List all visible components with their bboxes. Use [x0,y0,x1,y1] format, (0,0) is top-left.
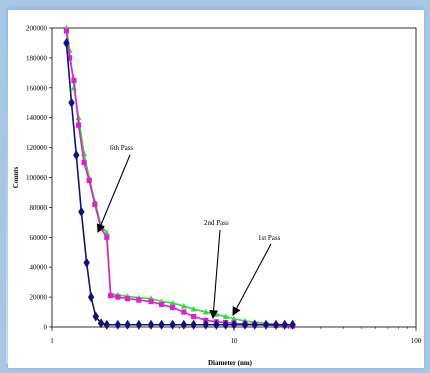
y-tick-label: 60000 [30,234,48,242]
x-tick-label: 1 [50,337,54,345]
data-point [115,294,121,300]
series-layer [63,24,296,330]
series-6th-pass [63,37,296,330]
annotation-label: 6th Pass [110,144,133,152]
data-point [231,315,237,322]
data-point [73,150,80,161]
data-point [180,302,187,309]
y-tick-label: 100000 [26,174,48,182]
data-point [92,201,98,208]
series-2nd-pass [63,28,296,329]
data-point [272,319,280,330]
series-line [65,30,293,327]
y-tick-label: 80000 [30,204,48,212]
data-point [104,234,110,240]
x-tick-label: 100 [411,337,422,345]
data-point [169,299,176,306]
data-point [71,77,77,83]
data-point [97,318,105,329]
data-point [191,313,197,320]
data-point [124,319,131,330]
data-point [222,313,229,319]
data-point [190,305,197,312]
plot-frame [51,27,417,328]
data-point [75,114,82,121]
data-point [169,319,176,330]
data-point [158,319,165,330]
x-axis-title: Diameter (nm) [208,359,253,367]
data-point [63,37,70,48]
annotation-arrow [96,154,131,234]
data-point [213,319,220,330]
data-point [124,295,131,302]
annotation-label: 2nd Pass [204,219,229,227]
annotation-layer: 6th Pass 2nd Pass 1st Pass [96,144,281,320]
data-point [289,319,296,330]
data-point [108,293,114,299]
data-point [136,297,142,303]
x-axis-ticks: 1 10 100 [50,327,422,345]
data-point [170,304,176,311]
y-tick-label: 120000 [26,144,48,152]
data-point [86,177,92,184]
data-point [158,301,165,308]
annotation-arrow [209,229,221,320]
data-point [222,319,229,330]
data-point [92,311,99,322]
y-tick-label: 200000 [26,25,48,33]
data-point [148,298,154,305]
data-point [75,122,82,128]
y-tick-label: 160000 [26,84,48,92]
data-point [81,159,87,166]
data-point [202,319,210,330]
data-point [180,319,188,330]
data-point [181,309,187,315]
data-point [68,97,75,108]
data-point [83,257,90,268]
y-axis-title: Counts [12,167,20,189]
data-point [78,206,85,217]
data-point [281,319,288,330]
y-axis-ticks: 0 20000 40000 60000 80000 100000 120000 140000 1… [26,25,52,332]
y-tick-label: 40000 [30,264,48,272]
data-point [241,319,249,330]
y-tick-label: 20000 [30,294,48,302]
series-line [65,27,293,327]
series-line [65,42,293,326]
plot-area [51,27,417,328]
y-tick-label: 140000 [26,114,48,122]
data-point [63,28,70,34]
chart-panel: 0 20000 40000 60000 80000 100000 120000 140000 1… [8,10,424,368]
data-point [262,319,270,330]
data-point [135,319,143,330]
x-tick-label: 10 [231,337,239,345]
data-point [190,319,197,330]
data-point [147,319,155,330]
annotation-arrow [232,243,272,316]
data-point [114,319,122,330]
chart-svg: 0 20000 40000 60000 80000 100000 120000 140000 1… [12,24,422,368]
data-point [251,319,258,330]
data-point [67,55,73,61]
data-point [230,319,238,330]
data-point [103,319,110,330]
data-point [202,308,209,315]
series-1st-pass [63,24,296,329]
y-tick-label: 0 [44,324,48,332]
y-tick-label: 180000 [26,54,48,62]
annotation-label: 1st Pass [258,234,281,242]
data-point [87,292,95,303]
